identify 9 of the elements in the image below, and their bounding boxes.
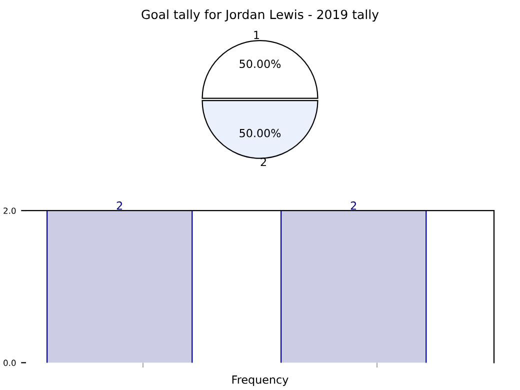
chart-title: Goal tally for Jordan Lewis - 2019 tally bbox=[142, 9, 379, 22]
y-tick-label: 2.0 bbox=[4, 208, 16, 214]
data-label: 50.00% bbox=[240, 128, 281, 138]
data-label: 50.00% bbox=[240, 60, 281, 68]
data-label: 2 bbox=[350, 201, 356, 210]
y-tick-label: 0.0 bbox=[4, 360, 16, 366]
data-label: 2 bbox=[116, 201, 122, 210]
x-axis-title: Frequency bbox=[232, 376, 288, 386]
slice-label: 1 bbox=[254, 30, 259, 40]
